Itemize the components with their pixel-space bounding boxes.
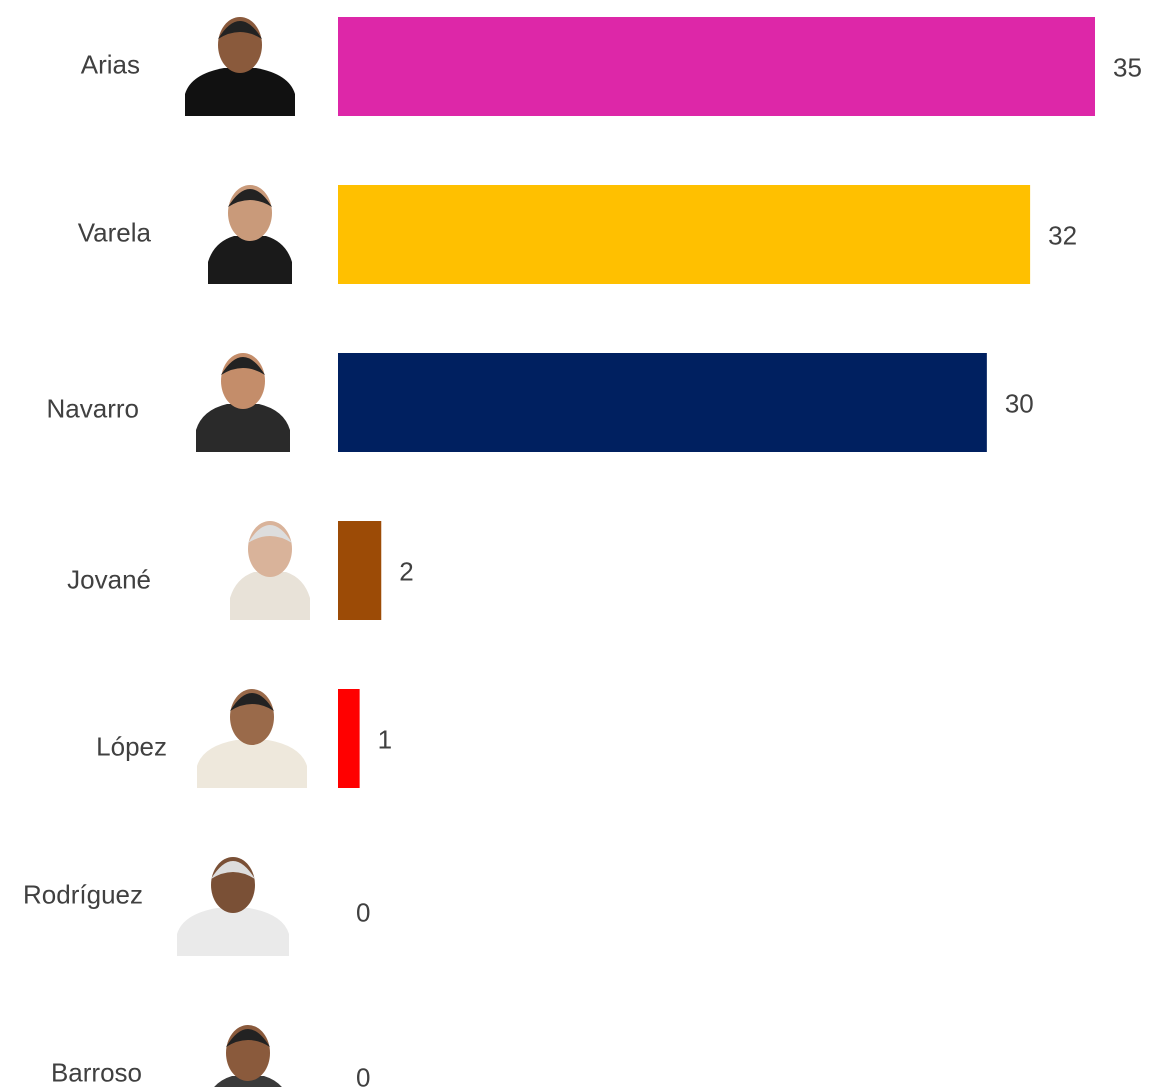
- value-label: 30: [1005, 388, 1034, 418]
- candidate-photo: [214, 1025, 282, 1087]
- bar: [338, 185, 1031, 284]
- candidate-name: Rodríguez: [23, 879, 143, 909]
- candidate-name: Navarro: [47, 393, 139, 423]
- photo-shoulders: [196, 404, 290, 452]
- candidate-name: Varela: [78, 217, 152, 247]
- photo-hair: [218, 21, 262, 39]
- photo-hair: [228, 189, 272, 207]
- candidate-photo: [230, 521, 310, 620]
- value-label: 2: [399, 556, 413, 586]
- photo-hair: [221, 357, 265, 375]
- photo-shoulders: [230, 572, 310, 620]
- candidate-photo: [197, 689, 307, 788]
- value-label: 35: [1113, 52, 1142, 82]
- candidate-photo: [196, 353, 290, 452]
- candidate-name: Arias: [81, 49, 140, 79]
- value-label: 0: [356, 897, 370, 927]
- photo-hair: [226, 1029, 270, 1047]
- value-label: 1: [378, 724, 392, 754]
- value-label: 0: [356, 1062, 370, 1087]
- photo-shoulders: [197, 740, 307, 788]
- bar: [338, 521, 382, 620]
- bar: [338, 689, 360, 788]
- candidate-name: Barroso: [51, 1057, 142, 1087]
- candidate-photo: [177, 857, 289, 956]
- bar: [338, 353, 987, 452]
- photo-shoulders: [177, 908, 289, 956]
- photo-hair: [211, 861, 255, 879]
- photo-shoulders: [208, 236, 292, 284]
- photo-shoulders: [214, 1076, 282, 1087]
- candidate-photo: [185, 17, 295, 116]
- bar: [338, 17, 1095, 116]
- candidate-photo: [208, 185, 292, 284]
- photo-hair: [230, 693, 274, 711]
- photo-hair: [248, 525, 292, 543]
- candidate-name: Jované: [67, 564, 151, 594]
- value-label: 32: [1048, 220, 1077, 250]
- candidate-name: López: [96, 731, 167, 761]
- photo-shoulders: [185, 68, 295, 116]
